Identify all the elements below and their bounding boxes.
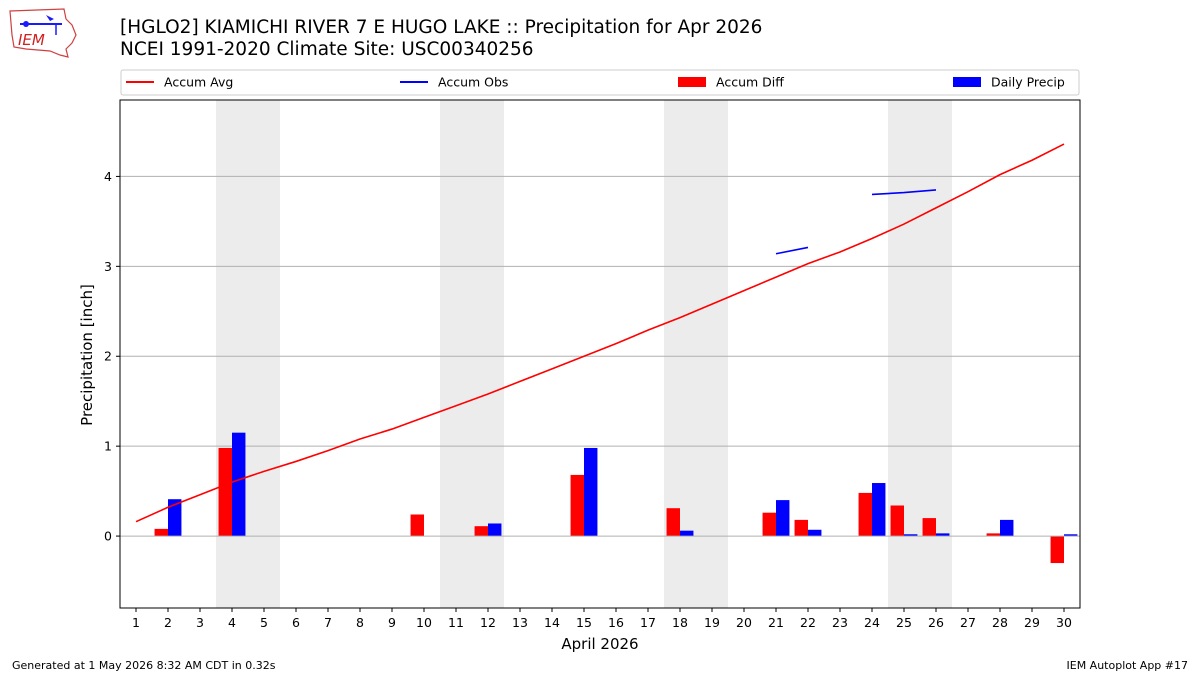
x-tick-label-1: 1 <box>132 615 140 630</box>
x-tick-label-20: 20 <box>736 615 752 630</box>
accum-avg-line-segment-end <box>135 143 1065 523</box>
weekend-band-5 <box>248 100 280 608</box>
x-tick-label-16: 16 <box>608 615 624 630</box>
chart-subtitle: NCEI 1991-2020 Climate Site: USC00340256 <box>120 39 534 60</box>
x-tick-label-27: 27 <box>960 615 976 630</box>
y-gridlines <box>120 175 1080 447</box>
accum-obs-line-segment-27 <box>871 189 937 196</box>
x-axis-label: April 2026 <box>561 635 638 653</box>
x-tick-label-28: 28 <box>992 615 1008 630</box>
x-tick-label-4: 4 <box>228 615 236 630</box>
plot-frame <box>119 99 1081 609</box>
y-tick-label-0: 0 <box>104 529 112 544</box>
x-tick-label-19: 19 <box>704 615 720 630</box>
weekend-band-12 <box>472 100 504 608</box>
daily-precip-bar-day-2 <box>168 499 182 537</box>
footer-app: IEM Autoplot App #17 <box>1066 659 1189 672</box>
x-tick-label-26: 26 <box>928 615 944 630</box>
accum-diff-bar-day-21 <box>762 512 776 537</box>
daily-precip-bar-day-4 <box>232 432 246 537</box>
accum-diff-bar-day-26 <box>922 518 936 537</box>
chart-title: [HGLO2] KIAMICHI RIVER 7 E HUGO LAKE :: … <box>120 17 763 38</box>
y-axis: 0 1 2 3 4 <box>104 169 120 544</box>
x-tick-label-2: 2 <box>164 615 172 630</box>
accum-diff-bar-day-22 <box>794 519 808 537</box>
footer-generated: Generated at 1 May 2026 8:32 AM CDT in 0… <box>12 659 276 672</box>
x-tick-label-15: 15 <box>576 615 592 630</box>
x-tick-label-8: 8 <box>356 615 364 630</box>
legend-box <box>120 69 1080 96</box>
iem-logo: IEM <box>9 8 77 58</box>
weekend-shading <box>216 100 952 608</box>
accum-diff-bar-day-25 <box>890 505 904 537</box>
x-tick-label-11: 11 <box>448 615 464 630</box>
accum-obs-line-segment-23 <box>775 246 809 255</box>
daily-precip-bar-day-12 <box>488 523 502 537</box>
x-tick-label-25: 25 <box>896 615 912 630</box>
daily-precip-bar-day-28 <box>1000 519 1014 537</box>
daily-precip-bar-day-30 <box>1064 534 1078 537</box>
accum-diff-bar-day-15 <box>570 474 584 537</box>
x-axis: 1 2 3 4 5 6 7 8 9 10 11 12 13 14 15 16 17 18 19 20 21 22 23 24 2… <box>132 608 1072 630</box>
legend-label-daily-precip: Daily Precip <box>991 75 1065 90</box>
x-tick-label-5: 5 <box>260 615 268 630</box>
accum-diff-bar-day-28 <box>986 533 1000 537</box>
weekend-band-19 <box>696 100 728 608</box>
y-axis-label: Precipitation [inch] <box>78 284 96 426</box>
daily-precip-bar-day-26 <box>936 533 950 537</box>
x-tick-label-22: 22 <box>800 615 816 630</box>
x-tick-label-30: 30 <box>1056 615 1072 630</box>
y-tick-label-2: 2 <box>104 349 112 364</box>
x-tick-label-18: 18 <box>672 615 688 630</box>
x-tick-label-13: 13 <box>512 615 528 630</box>
daily-precip-bar-day-25 <box>904 534 918 537</box>
x-tick-label-14: 14 <box>544 615 560 630</box>
accum-diff-bar-day-2 <box>154 528 168 537</box>
daily-precip-bar-day-15 <box>584 447 598 537</box>
x-tick-label-6: 6 <box>292 615 300 630</box>
bars <box>154 432 1078 564</box>
legend-label-accum-obs: Accum Obs <box>438 75 508 90</box>
x-tick-label-23: 23 <box>832 615 848 630</box>
accum-diff-bar-day-4 <box>218 447 232 537</box>
x-tick-label-7: 7 <box>324 615 332 630</box>
accum-diff-bar-day-30 <box>1050 536 1064 564</box>
legend: Accum Avg Accum Obs Accum Diff Daily Precip <box>120 69 1080 96</box>
accum-diff-bar-day-18 <box>666 508 680 537</box>
legend-swatch-accum-diff <box>678 77 706 87</box>
x-tick-label-12: 12 <box>480 615 496 630</box>
x-tick-label-29: 29 <box>1024 615 1040 630</box>
legend-swatch-daily-precip <box>953 77 981 87</box>
daily-precip-bar-day-21 <box>776 500 790 537</box>
legend-label-accum-diff: Accum Diff <box>716 75 784 90</box>
weekend-band-11 <box>440 100 472 608</box>
y-tick-label-3: 3 <box>104 259 112 274</box>
y-tick-label-1: 1 <box>104 439 112 454</box>
y-tick-label-4: 4 <box>104 169 112 184</box>
x-tick-label-9: 9 <box>388 615 396 630</box>
x-tick-label-24: 24 <box>864 615 880 630</box>
x-tick-label-3: 3 <box>196 615 204 630</box>
accum-diff-bar-day-12 <box>474 526 488 537</box>
daily-precip-bar-day-22 <box>808 529 822 537</box>
accum-diff-bar-day-24 <box>858 492 872 537</box>
x-tick-label-17: 17 <box>640 615 656 630</box>
accum-diff-bar-day-10 <box>410 514 424 537</box>
logo-text: IEM <box>18 31 45 49</box>
daily-precip-bar-day-24 <box>872 483 886 537</box>
legend-label-accum-avg: Accum Avg <box>164 75 233 90</box>
daily-precip-bar-day-18 <box>680 530 694 537</box>
lines <box>135 143 1065 523</box>
x-tick-label-10: 10 <box>416 615 432 630</box>
x-tick-label-21: 21 <box>768 615 784 630</box>
